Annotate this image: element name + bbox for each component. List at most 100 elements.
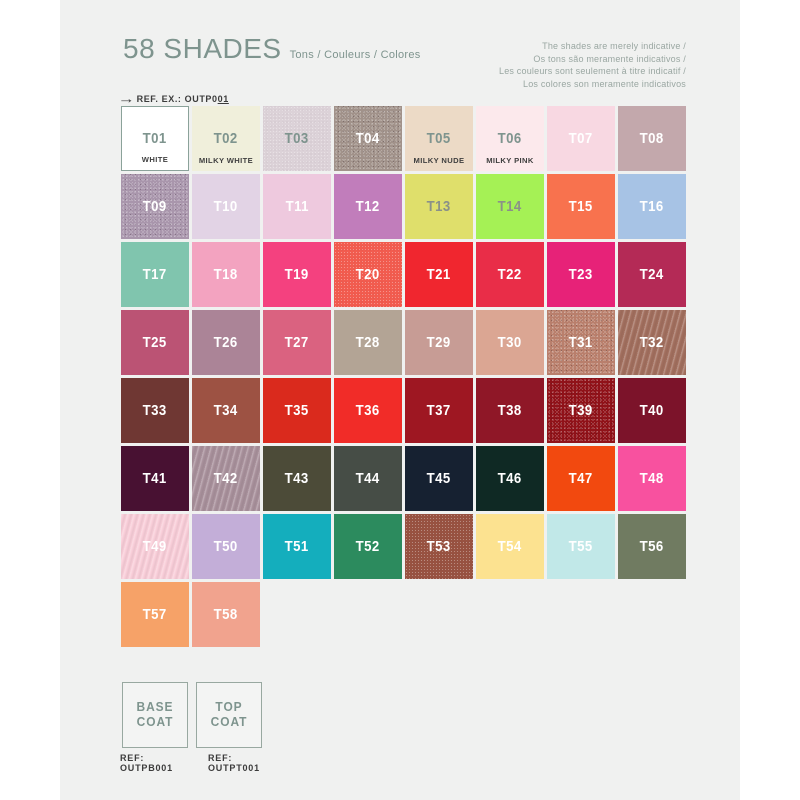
swatch-code: T37 xyxy=(426,402,452,419)
swatch-code: T17 xyxy=(142,266,168,283)
swatch-code: T53 xyxy=(426,538,452,555)
swatch-T03: T03 xyxy=(263,106,331,171)
swatch-T52: T52 xyxy=(334,514,402,579)
swatch-code: T27 xyxy=(284,334,310,351)
base-coat-ref: REF: OUTPB001 xyxy=(120,753,173,773)
swatch-code: T47 xyxy=(568,470,594,487)
swatch-T02: T02 MILKY WHITE xyxy=(192,106,260,171)
swatch-T16: T16 xyxy=(618,174,686,239)
swatch-T47: T47 xyxy=(547,446,615,511)
swatch-name-label: WHITE xyxy=(141,155,169,164)
swatch-T28: T28 xyxy=(334,310,402,375)
swatch-T36: T36 xyxy=(334,378,402,443)
swatch-code: T44 xyxy=(355,470,381,487)
disclaimer-text: The shades are merely indicative / Os ton… xyxy=(499,40,686,90)
swatch-code: T07 xyxy=(568,130,594,147)
swatch-code: T49 xyxy=(142,538,168,555)
swatch-name-label: MILKY WHITE xyxy=(198,156,254,165)
swatch-code: T06 xyxy=(497,130,523,147)
swatch-T37: T37 xyxy=(405,378,473,443)
swatch-code: T40 xyxy=(639,402,665,419)
swatch-code: T50 xyxy=(213,538,239,555)
swatch-code: T28 xyxy=(355,334,381,351)
ref-example-line: → REF. EX.: OUTP001 xyxy=(118,91,229,106)
disclaimer-line: The shades are merely indicative / xyxy=(542,41,686,51)
swatch-T07: T07 xyxy=(547,106,615,171)
shade-grid: T01 WHITE T02 MILKY WHITE T03 T04 T05 MILKY NUD… xyxy=(121,106,686,647)
swatch-T41: T41 xyxy=(121,446,189,511)
arrow-icon: → xyxy=(118,91,136,106)
swatch-T40: T40 xyxy=(618,378,686,443)
swatch-code: T22 xyxy=(497,266,523,283)
swatch-code: T14 xyxy=(497,198,523,215)
swatch-code: T54 xyxy=(497,538,523,555)
swatch-code: T46 xyxy=(497,470,523,487)
swatch-code: T03 xyxy=(284,130,310,147)
disclaimer-line: Les couleurs sont seulement à titre indi… xyxy=(499,66,686,77)
swatch-code: T21 xyxy=(426,266,452,283)
swatch-code: T05 xyxy=(426,130,452,147)
swatch-T25: T25 xyxy=(121,310,189,375)
swatch-code: T25 xyxy=(142,334,168,351)
swatch-T31: T31 xyxy=(547,310,615,375)
swatch-T49: T49 xyxy=(121,514,189,579)
swatch-code: T09 xyxy=(142,198,168,215)
swatch-code: T39 xyxy=(568,402,594,419)
swatch-code: T29 xyxy=(426,334,452,351)
swatch-code: T43 xyxy=(284,470,310,487)
swatch-T23: T23 xyxy=(547,242,615,307)
swatch-T18: T18 xyxy=(192,242,260,307)
swatch-name-label: MILKY PINK xyxy=(486,156,534,165)
coat-boxes: BASE COAT TOP COAT xyxy=(122,682,262,748)
page-title: 58 SHADES xyxy=(123,33,282,64)
swatch-code: T30 xyxy=(497,334,523,351)
swatch-T10: T10 xyxy=(192,174,260,239)
swatch-T06: T06 MILKY PINK xyxy=(476,106,544,171)
swatch-T35: T35 xyxy=(263,378,331,443)
swatch-code: T45 xyxy=(426,470,452,487)
swatch-code: T20 xyxy=(355,266,381,283)
swatch-code: T02 xyxy=(213,130,239,147)
swatch-code: T23 xyxy=(568,266,594,283)
swatch-code: T04 xyxy=(355,130,381,147)
swatch-code: T36 xyxy=(355,402,381,419)
swatch-code: T35 xyxy=(284,402,310,419)
swatch-code: T41 xyxy=(142,470,168,487)
swatch-T24: T24 xyxy=(618,242,686,307)
swatch-T15: T15 xyxy=(547,174,615,239)
swatch-T53: T53 xyxy=(405,514,473,579)
swatch-code: T11 xyxy=(285,198,309,215)
swatch-T54: T54 xyxy=(476,514,544,579)
swatch-T26: T26 xyxy=(192,310,260,375)
swatch-code: T52 xyxy=(355,538,381,555)
top-coat-label: TOP COAT xyxy=(210,699,248,729)
swatch-T20: T20 xyxy=(334,242,402,307)
swatch-T29: T29 xyxy=(405,310,473,375)
swatch-T43: T43 xyxy=(263,446,331,511)
swatch-T22: T22 xyxy=(476,242,544,307)
swatch-T14: T14 xyxy=(476,174,544,239)
swatch-T19: T19 xyxy=(263,242,331,307)
swatch-T13: T13 xyxy=(405,174,473,239)
swatch-T33: T33 xyxy=(121,378,189,443)
disclaimer-line: Os tons são meramente indicativos / xyxy=(533,53,686,64)
swatch-code: T51 xyxy=(284,538,310,555)
swatch-T05: T05 MILKY NUDE xyxy=(405,106,473,171)
swatch-T39: T39 xyxy=(547,378,615,443)
swatch-T09: T09 xyxy=(121,174,189,239)
top-coat-ref: REF: OUTPT001 xyxy=(208,753,260,773)
shade-chart-page: 58 SHADES Tons / Couleurs / Colores The s… xyxy=(60,0,740,800)
swatch-T30: T30 xyxy=(476,310,544,375)
base-coat-box: BASE COAT xyxy=(122,682,188,748)
swatch-T08: T08 xyxy=(618,106,686,171)
swatch-code: T38 xyxy=(497,402,523,419)
swatch-code: T42 xyxy=(213,470,239,487)
disclaimer-line: Los colores son meramente indicativos xyxy=(523,78,686,89)
swatch-T12: T12 xyxy=(334,174,402,239)
swatch-code: T13 xyxy=(426,198,452,215)
swatch-T56: T56 xyxy=(618,514,686,579)
swatch-code: T58 xyxy=(213,606,239,623)
swatch-code: T48 xyxy=(639,470,665,487)
swatch-T50: T50 xyxy=(192,514,260,579)
swatch-code: T19 xyxy=(284,266,310,283)
